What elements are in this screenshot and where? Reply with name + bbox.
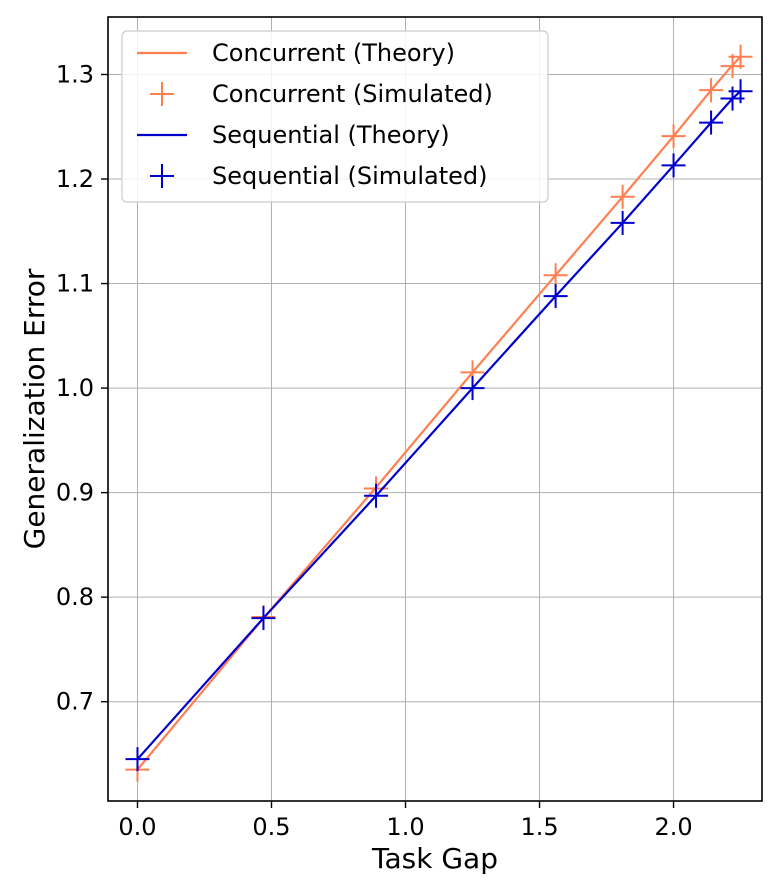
series-0 <box>136 55 742 771</box>
x-axis-label: Task Gap <box>371 842 498 875</box>
data-point <box>543 263 568 288</box>
y-tick-label: 0.9 <box>56 479 94 507</box>
legend-marker-swatch <box>150 164 174 188</box>
ticks: 0.0 0.5 1.0 1.5 2.0 0.7 0.8 0.9 1.0 1.1 1.2 1.3 <box>56 60 693 841</box>
data-point <box>610 184 635 209</box>
legend-label: Sequential (Theory) <box>212 121 450 149</box>
data-point <box>125 747 150 772</box>
legend-item: Concurrent (Theory) <box>137 39 455 67</box>
data-point <box>460 376 485 401</box>
data-point <box>543 284 568 309</box>
data-point <box>661 153 686 178</box>
y-tick-label: 1.3 <box>56 60 94 88</box>
legend-box <box>121 30 549 203</box>
data-point <box>661 124 686 149</box>
series-3 <box>125 79 753 772</box>
legend-item: Sequential (Theory) <box>137 121 450 149</box>
legend-label: Concurrent (Simulated) <box>212 80 493 108</box>
series-layer <box>125 44 753 782</box>
data-point <box>699 110 724 135</box>
y-tick-label: 1.0 <box>56 374 94 402</box>
legend-label: Concurrent (Theory) <box>212 39 455 67</box>
y-tick-label: 1.1 <box>56 270 94 298</box>
legend-label: Sequential (Simulated) <box>212 162 488 190</box>
x-tick-label: 2.0 <box>654 813 692 841</box>
series-line <box>136 90 742 760</box>
y-tick-label: 1.2 <box>56 165 94 193</box>
y-axis-label: Generalization Error <box>18 268 51 549</box>
data-point <box>364 483 389 508</box>
x-tick-label: 1.0 <box>386 813 424 841</box>
x-tick-label: 0.5 <box>252 813 290 841</box>
data-point <box>251 606 276 631</box>
data-point <box>728 44 753 69</box>
y-tick-label: 0.8 <box>56 583 94 611</box>
x-tick-label: 0.0 <box>118 813 156 841</box>
y-tick-label: 0.7 <box>56 688 94 716</box>
legend-item: Concurrent (Simulated) <box>150 80 493 108</box>
plot-frame <box>107 16 763 802</box>
legend: Concurrent (Theory) Concurrent (Simulated… <box>121 30 549 203</box>
series-2 <box>136 90 742 760</box>
data-point <box>610 210 635 235</box>
x-tick-label: 1.5 <box>520 813 558 841</box>
series-line <box>136 55 742 771</box>
legend-item: Sequential (Simulated) <box>150 162 488 190</box>
data-point <box>699 78 724 103</box>
legend-marker-swatch <box>150 82 174 106</box>
data-point <box>728 79 753 104</box>
